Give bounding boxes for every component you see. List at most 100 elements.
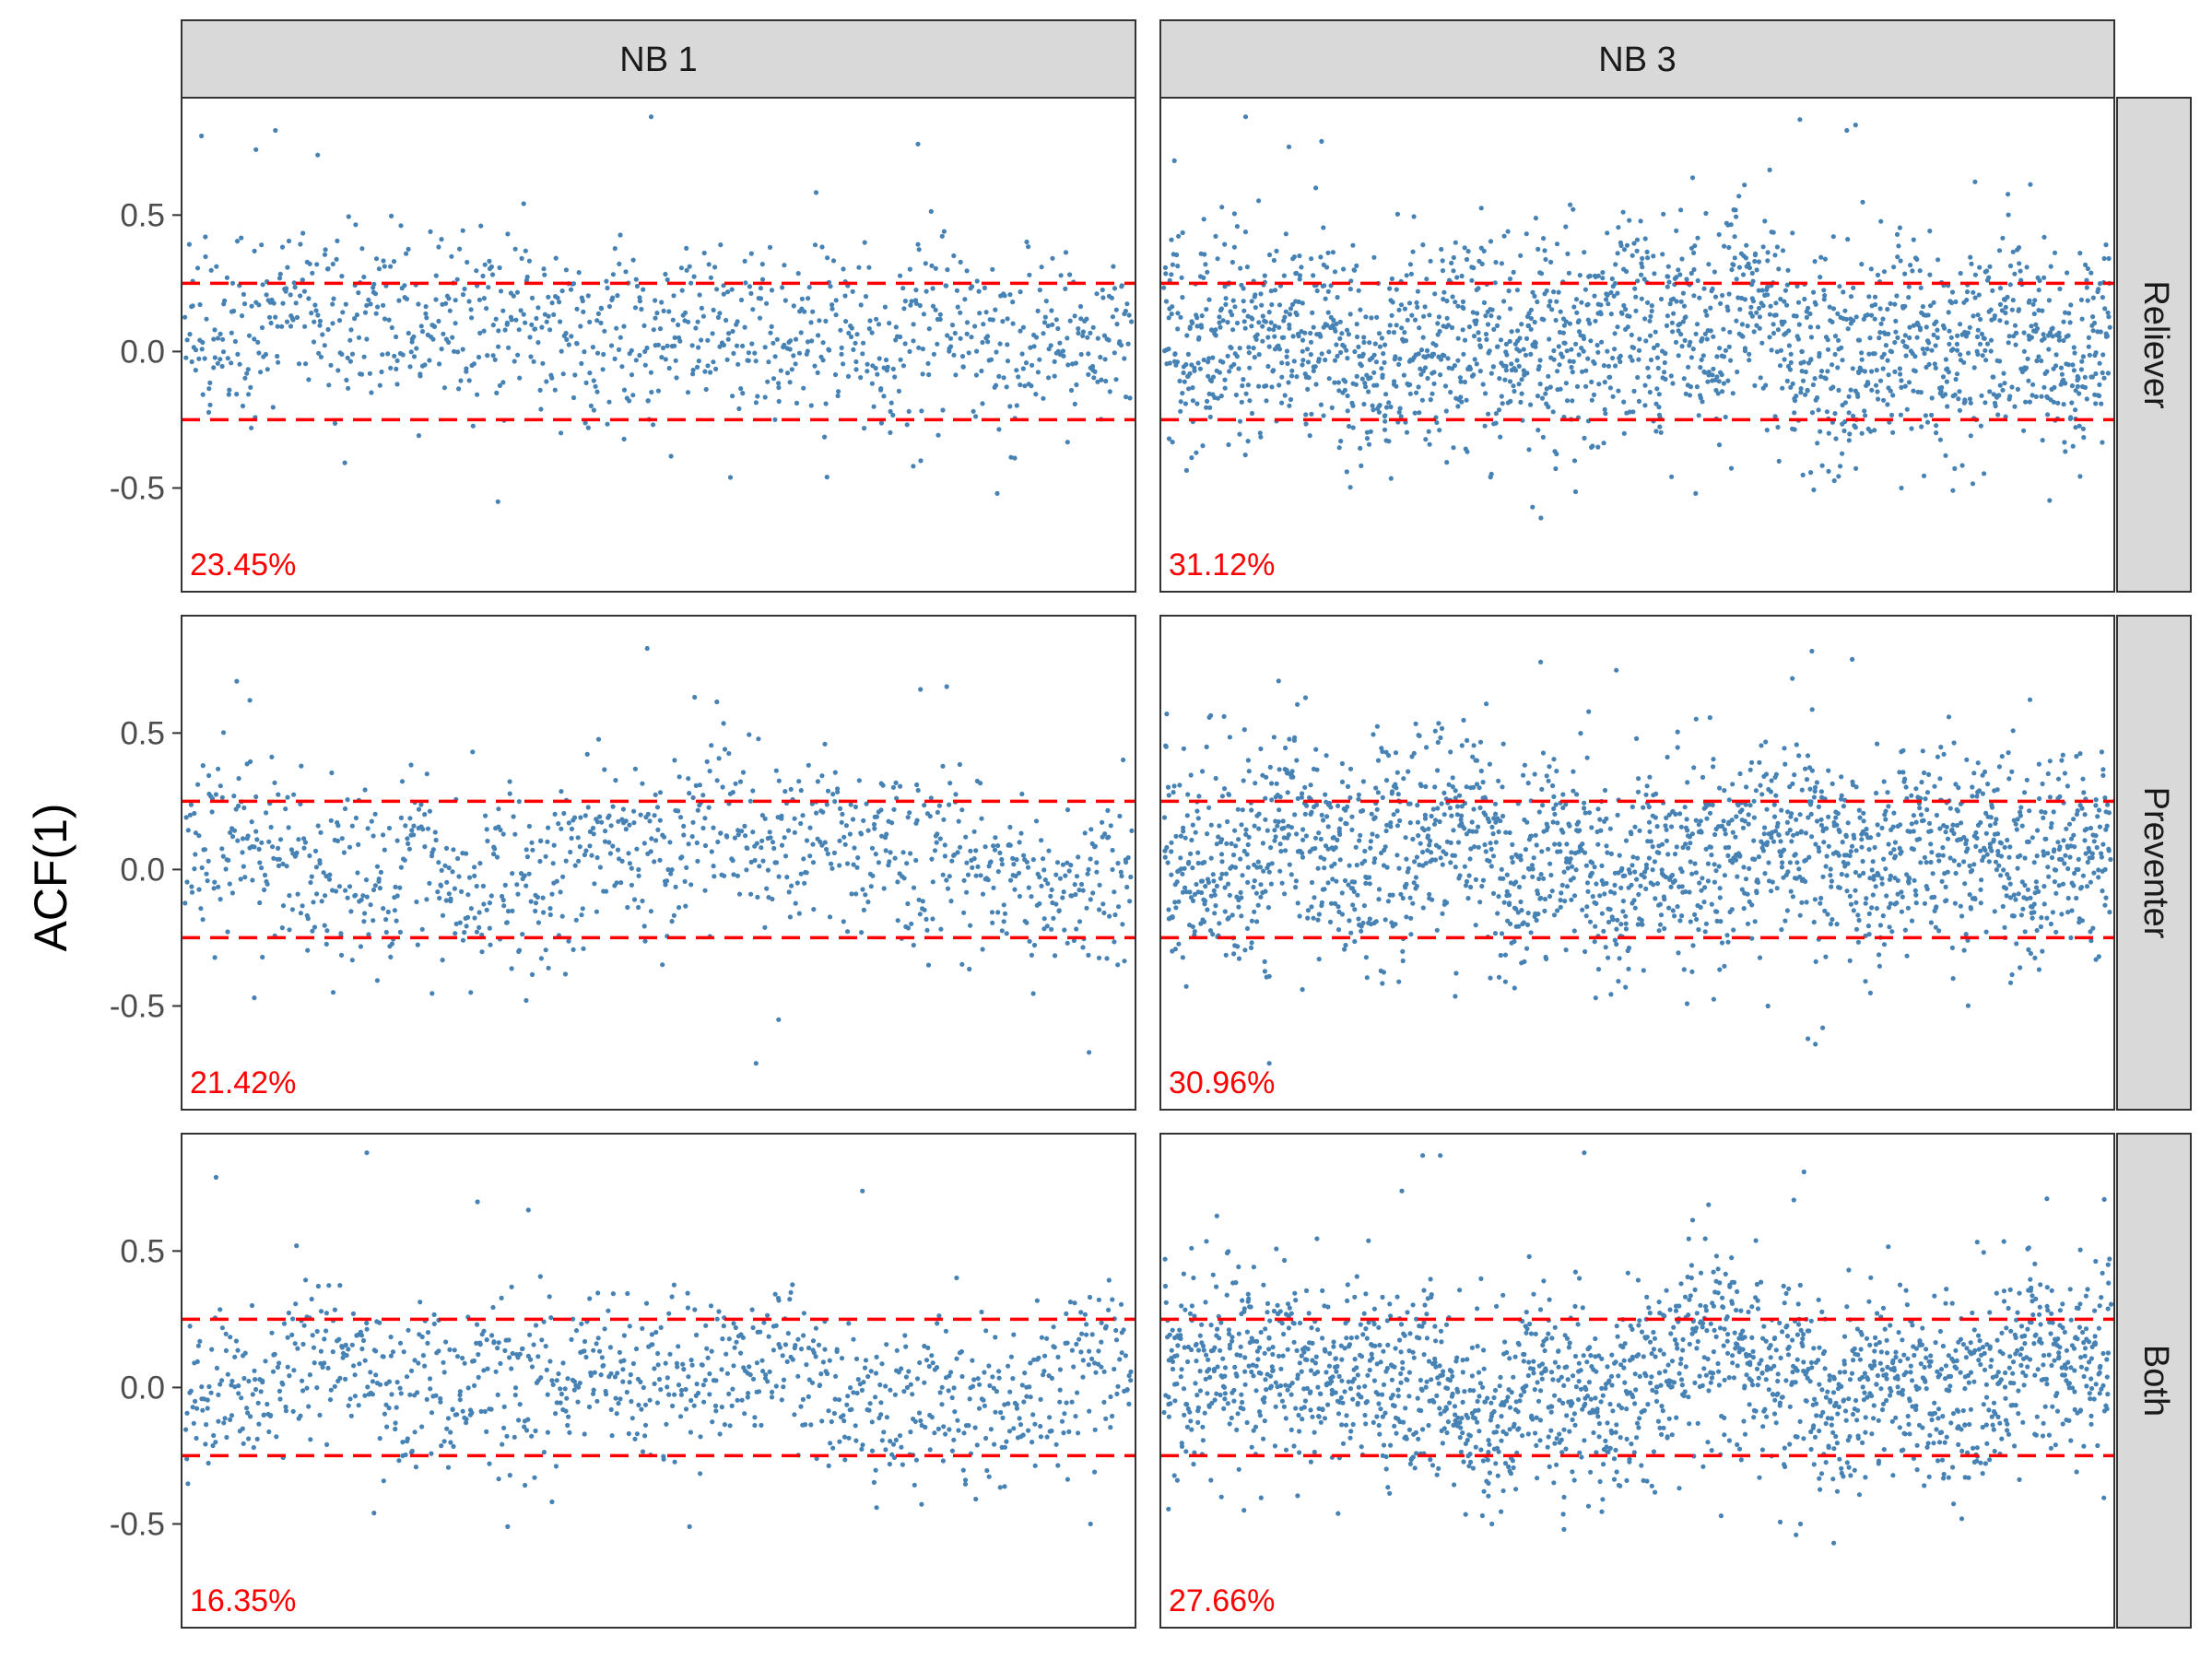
data-point [1205,398,1210,404]
data-point [1238,265,1243,271]
data-point [211,365,217,371]
data-point [1483,313,1488,319]
data-point [2032,298,2038,303]
data-point [1683,314,1688,320]
data-point [326,382,332,388]
data-point [1642,869,1648,875]
data-point [1885,358,1890,363]
data-point [735,832,741,838]
data-point [917,302,923,309]
data-point [403,823,408,829]
data-point [1049,887,1054,893]
data-point [1623,307,1629,312]
data-point [835,393,841,399]
data-point [1572,488,1579,495]
data-point [878,807,884,813]
data-point [303,361,309,367]
data-point [2006,340,2011,346]
data-point [216,884,221,889]
data-point [776,381,782,386]
data-point [1683,888,1688,895]
data-point [1195,860,1201,866]
data-point [349,823,355,829]
data-point [277,271,283,276]
data-point [1458,379,1464,384]
data-point [1245,382,1251,388]
data-point [1383,405,1390,410]
data-point [948,344,954,349]
data-point [471,361,477,367]
data-point [1210,355,1216,360]
data-point [1822,293,1828,299]
data-point [1560,792,1566,797]
data-point [484,306,489,312]
data-point [359,371,365,377]
data-point [816,333,821,338]
data-point [988,859,994,865]
data-point [1363,955,1369,960]
data-point [2036,354,2041,359]
data-point [1337,857,1343,863]
data-point [578,324,583,329]
data-point [1277,807,1282,813]
data-point [769,288,775,293]
data-point [2105,310,2111,315]
data-point [1662,925,1667,932]
data-point [1268,288,1274,294]
data-point [1555,369,1560,374]
data-point [933,307,938,312]
data-point [1205,831,1210,837]
data-point [887,321,892,326]
data-point [1311,324,1316,330]
data-point [1918,390,1924,395]
data-point [1099,377,1104,382]
data-point [1924,324,1929,330]
data-point [1212,892,1218,898]
data-point [1679,884,1685,889]
data-point [843,823,850,829]
data-point [1675,745,1680,750]
data-point [1970,481,1976,487]
data-point [1249,299,1254,304]
data-point [693,782,699,789]
data-point [1413,721,1418,726]
data-point [1181,746,1186,751]
data-point [207,402,213,407]
data-point [873,365,878,371]
data-point [716,756,722,761]
data-point [568,287,574,292]
data-point [1037,900,1042,907]
data-point [491,852,497,857]
data-point [1917,268,1923,274]
data-point [2012,323,2018,328]
data-point [1489,307,1495,312]
data-point [1291,254,1297,260]
data-point [699,305,705,311]
data-point [1049,308,1054,313]
data-point [2091,320,2098,326]
data-point [1255,859,1261,865]
data-point [1416,833,1421,839]
data-point [220,336,226,342]
data-point [904,422,910,428]
data-point [2021,348,2027,354]
data-point [855,855,861,861]
data-point [1556,344,1561,349]
data-point [1073,891,1078,898]
data-point [1030,991,1036,996]
data-point [1271,735,1277,740]
data-point [328,818,334,823]
data-point [1964,289,1971,295]
data-point [1437,328,1442,335]
data-point [1306,375,1312,381]
data-point [1246,350,1252,356]
data-point [1534,842,1539,848]
data-point [1629,831,1634,837]
data-point [665,343,670,348]
data-point [1477,336,1482,342]
data-point [512,359,517,364]
data-point [1249,807,1254,813]
data-point [830,302,835,308]
data-point [1620,209,1626,215]
data-point [1046,347,1052,352]
